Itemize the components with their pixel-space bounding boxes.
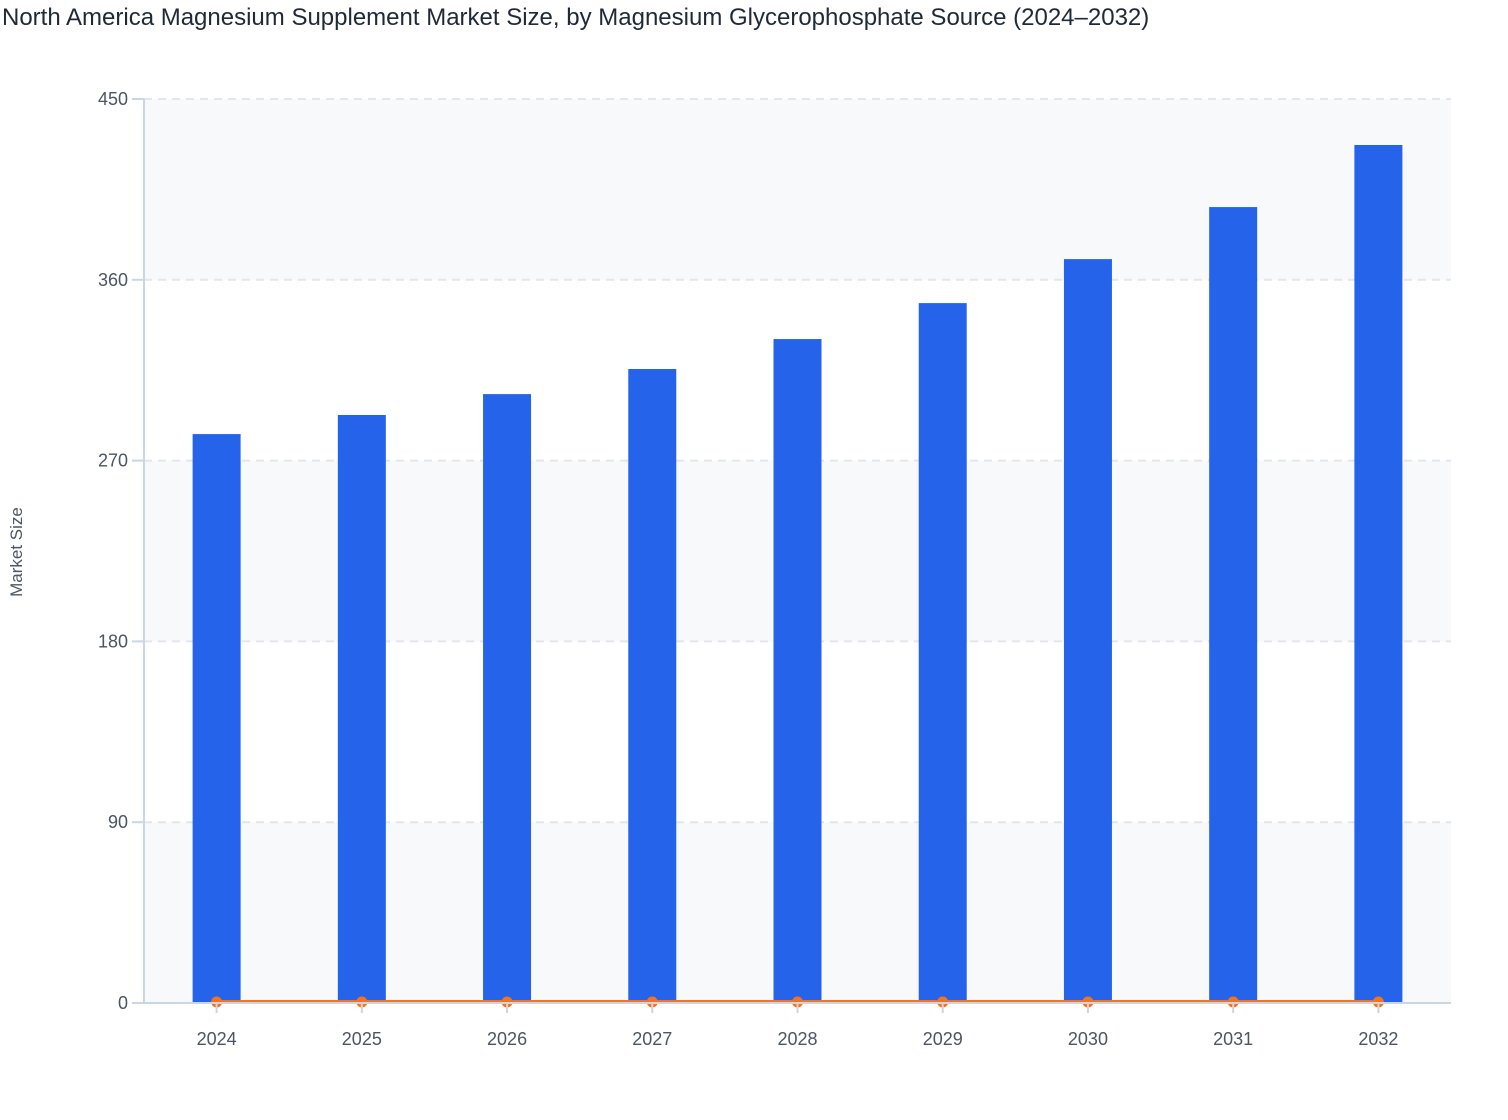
x-tick-label: 2031 [1213,1029,1253,1049]
y-tick-label: 0 [118,993,128,1013]
line-point-2032 [1372,996,1384,1008]
bar-2028 [773,339,822,1003]
bar-2031 [1209,207,1258,1003]
bar-2024 [192,434,241,1004]
line-point-2028 [792,996,803,1008]
line-point-2029 [937,996,949,1008]
bar-2025 [337,414,386,1003]
y-tick-label: 270 [98,451,128,471]
bar-2030 [1063,259,1112,1003]
x-tick-label: 2025 [342,1029,382,1049]
line-point-2031 [1227,996,1239,1008]
bar-2029 [918,303,967,1003]
y-tick-label: 180 [98,631,128,651]
line-point-2027 [646,996,658,1008]
line-series [211,996,1384,1008]
axes: 0 90 180 270 360 450 2024 2025 2026 2027 2028 2029 2… [98,89,1451,1049]
bar-2026 [483,394,532,1003]
y-tick-label: 90 [108,812,128,832]
y-tick-label: 360 [98,270,128,290]
bar-2032 [1354,145,1403,1004]
x-tick-label: 2028 [777,1029,817,1049]
x-tick-label: 2032 [1358,1029,1398,1049]
x-tick-label: 2029 [923,1029,963,1049]
chart-title: North America Magnesium Supplement Marke… [2,4,1150,31]
x-tick-label: 2024 [197,1029,237,1049]
line-point-2026 [501,996,513,1008]
y-tick-label: 450 [98,89,128,109]
y-axis-label: Market Size [7,507,26,597]
bar-2027 [628,368,677,1004]
x-tick-label: 2030 [1068,1029,1108,1049]
x-tick-label: 2026 [487,1029,527,1049]
bars [192,145,1403,1004]
line-point-2025 [356,996,368,1008]
line-point-2030 [1082,996,1094,1008]
line-point-2024 [211,996,223,1008]
x-tick-label: 2027 [632,1029,672,1049]
